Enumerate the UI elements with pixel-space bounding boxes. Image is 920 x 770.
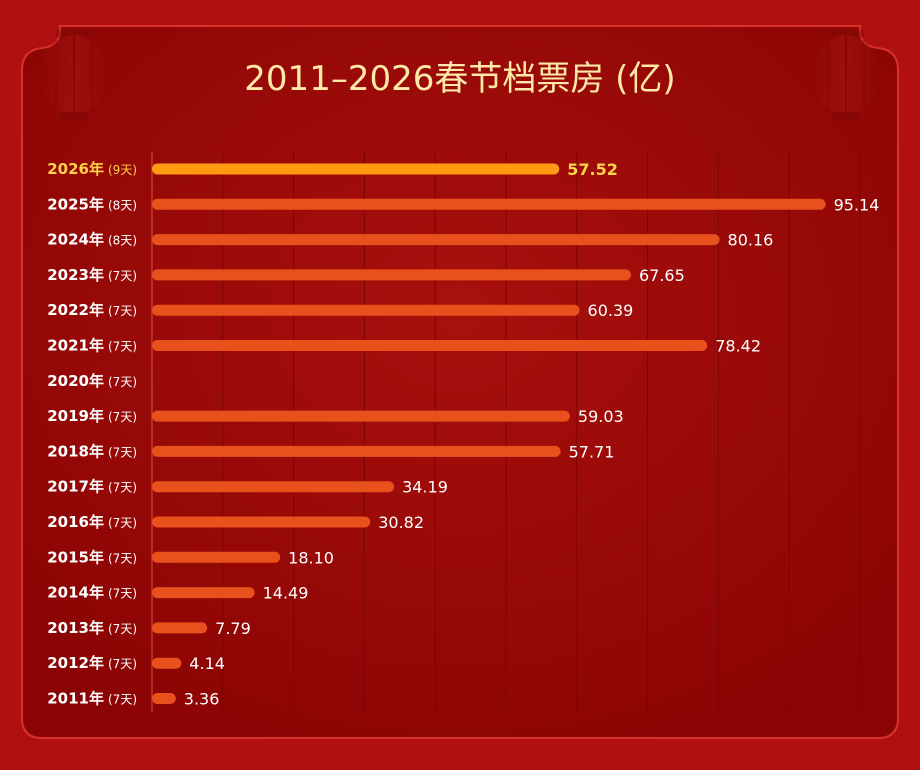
bar xyxy=(152,234,720,246)
days-label: (7天) xyxy=(108,551,137,565)
lantern-icon-left xyxy=(40,30,108,120)
category-label: 2016年 xyxy=(47,513,104,531)
category-label: 2017年 xyxy=(47,478,104,496)
value-label: 57.52 xyxy=(567,160,618,179)
category-label: 2018年 xyxy=(47,442,104,460)
days-label: (7天) xyxy=(108,516,137,530)
value-label: 80.16 xyxy=(728,231,774,250)
bar xyxy=(152,304,580,316)
category-label: 2012年 xyxy=(47,654,104,672)
bar xyxy=(152,587,255,599)
value-label: 4.14 xyxy=(189,654,225,673)
value-label: 67.65 xyxy=(639,266,685,285)
value-label: 78.42 xyxy=(715,337,761,356)
days-label: (7天) xyxy=(108,375,137,389)
category-label: 2015年 xyxy=(47,548,104,566)
bar xyxy=(152,445,561,457)
days-label: (9天) xyxy=(108,163,137,177)
value-label: 57.71 xyxy=(569,442,615,461)
category-label: 2026年 xyxy=(47,160,104,178)
bar xyxy=(152,198,826,210)
bar xyxy=(152,693,176,704)
grid-lines xyxy=(151,152,861,712)
bar xyxy=(152,657,182,669)
bar xyxy=(152,551,281,563)
bar xyxy=(152,622,208,634)
days-label: (7天) xyxy=(108,304,137,318)
category-label: 2025年 xyxy=(47,195,104,213)
category-label: 2023年 xyxy=(47,266,104,284)
value-label: 14.49 xyxy=(263,584,309,603)
days-label: (7天) xyxy=(108,622,137,636)
category-label: 2020年 xyxy=(47,372,104,390)
value-label: 59.03 xyxy=(578,407,624,426)
value-label: 7.79 xyxy=(215,619,251,638)
category-label: 2024年 xyxy=(47,231,104,249)
category-label: 2011年 xyxy=(47,690,104,708)
chart-title: 2011–2026春节档票房 (亿) xyxy=(244,59,675,99)
days-label: (8天) xyxy=(108,198,137,212)
days-label: (8天) xyxy=(108,234,137,248)
category-label: 2021年 xyxy=(47,337,104,355)
lantern-icon-right xyxy=(812,30,880,120)
value-label: 3.36 xyxy=(184,690,220,709)
bar xyxy=(152,410,570,422)
bars xyxy=(152,163,826,704)
value-label: 95.14 xyxy=(834,195,880,214)
days-label: (7天) xyxy=(108,587,137,601)
labels: 2026年 (9天) 57.52 2025年 (8天) 95.14 2024年 (8天) 80.… xyxy=(47,160,879,709)
value-label: 30.82 xyxy=(378,513,424,532)
days-label: (7天) xyxy=(108,340,137,354)
bar xyxy=(152,340,708,351)
days-label: (7天) xyxy=(108,410,137,424)
days-label: (7天) xyxy=(108,445,137,459)
category-label: 2022年 xyxy=(47,301,104,319)
category-label: 2014年 xyxy=(47,584,104,602)
category-label: 2019年 xyxy=(47,407,104,425)
value-label: 18.10 xyxy=(288,548,334,567)
category-label: 2013年 xyxy=(47,619,104,637)
days-label: (7天) xyxy=(108,481,137,495)
value-label: 34.19 xyxy=(402,478,448,497)
value-label: 60.39 xyxy=(588,301,634,320)
bar xyxy=(152,516,371,528)
bar xyxy=(152,163,560,175)
days-label: (7天) xyxy=(108,269,137,283)
days-label: (7天) xyxy=(108,657,137,671)
bar xyxy=(152,481,395,493)
days-label: (7天) xyxy=(108,693,137,707)
bar xyxy=(152,269,631,281)
